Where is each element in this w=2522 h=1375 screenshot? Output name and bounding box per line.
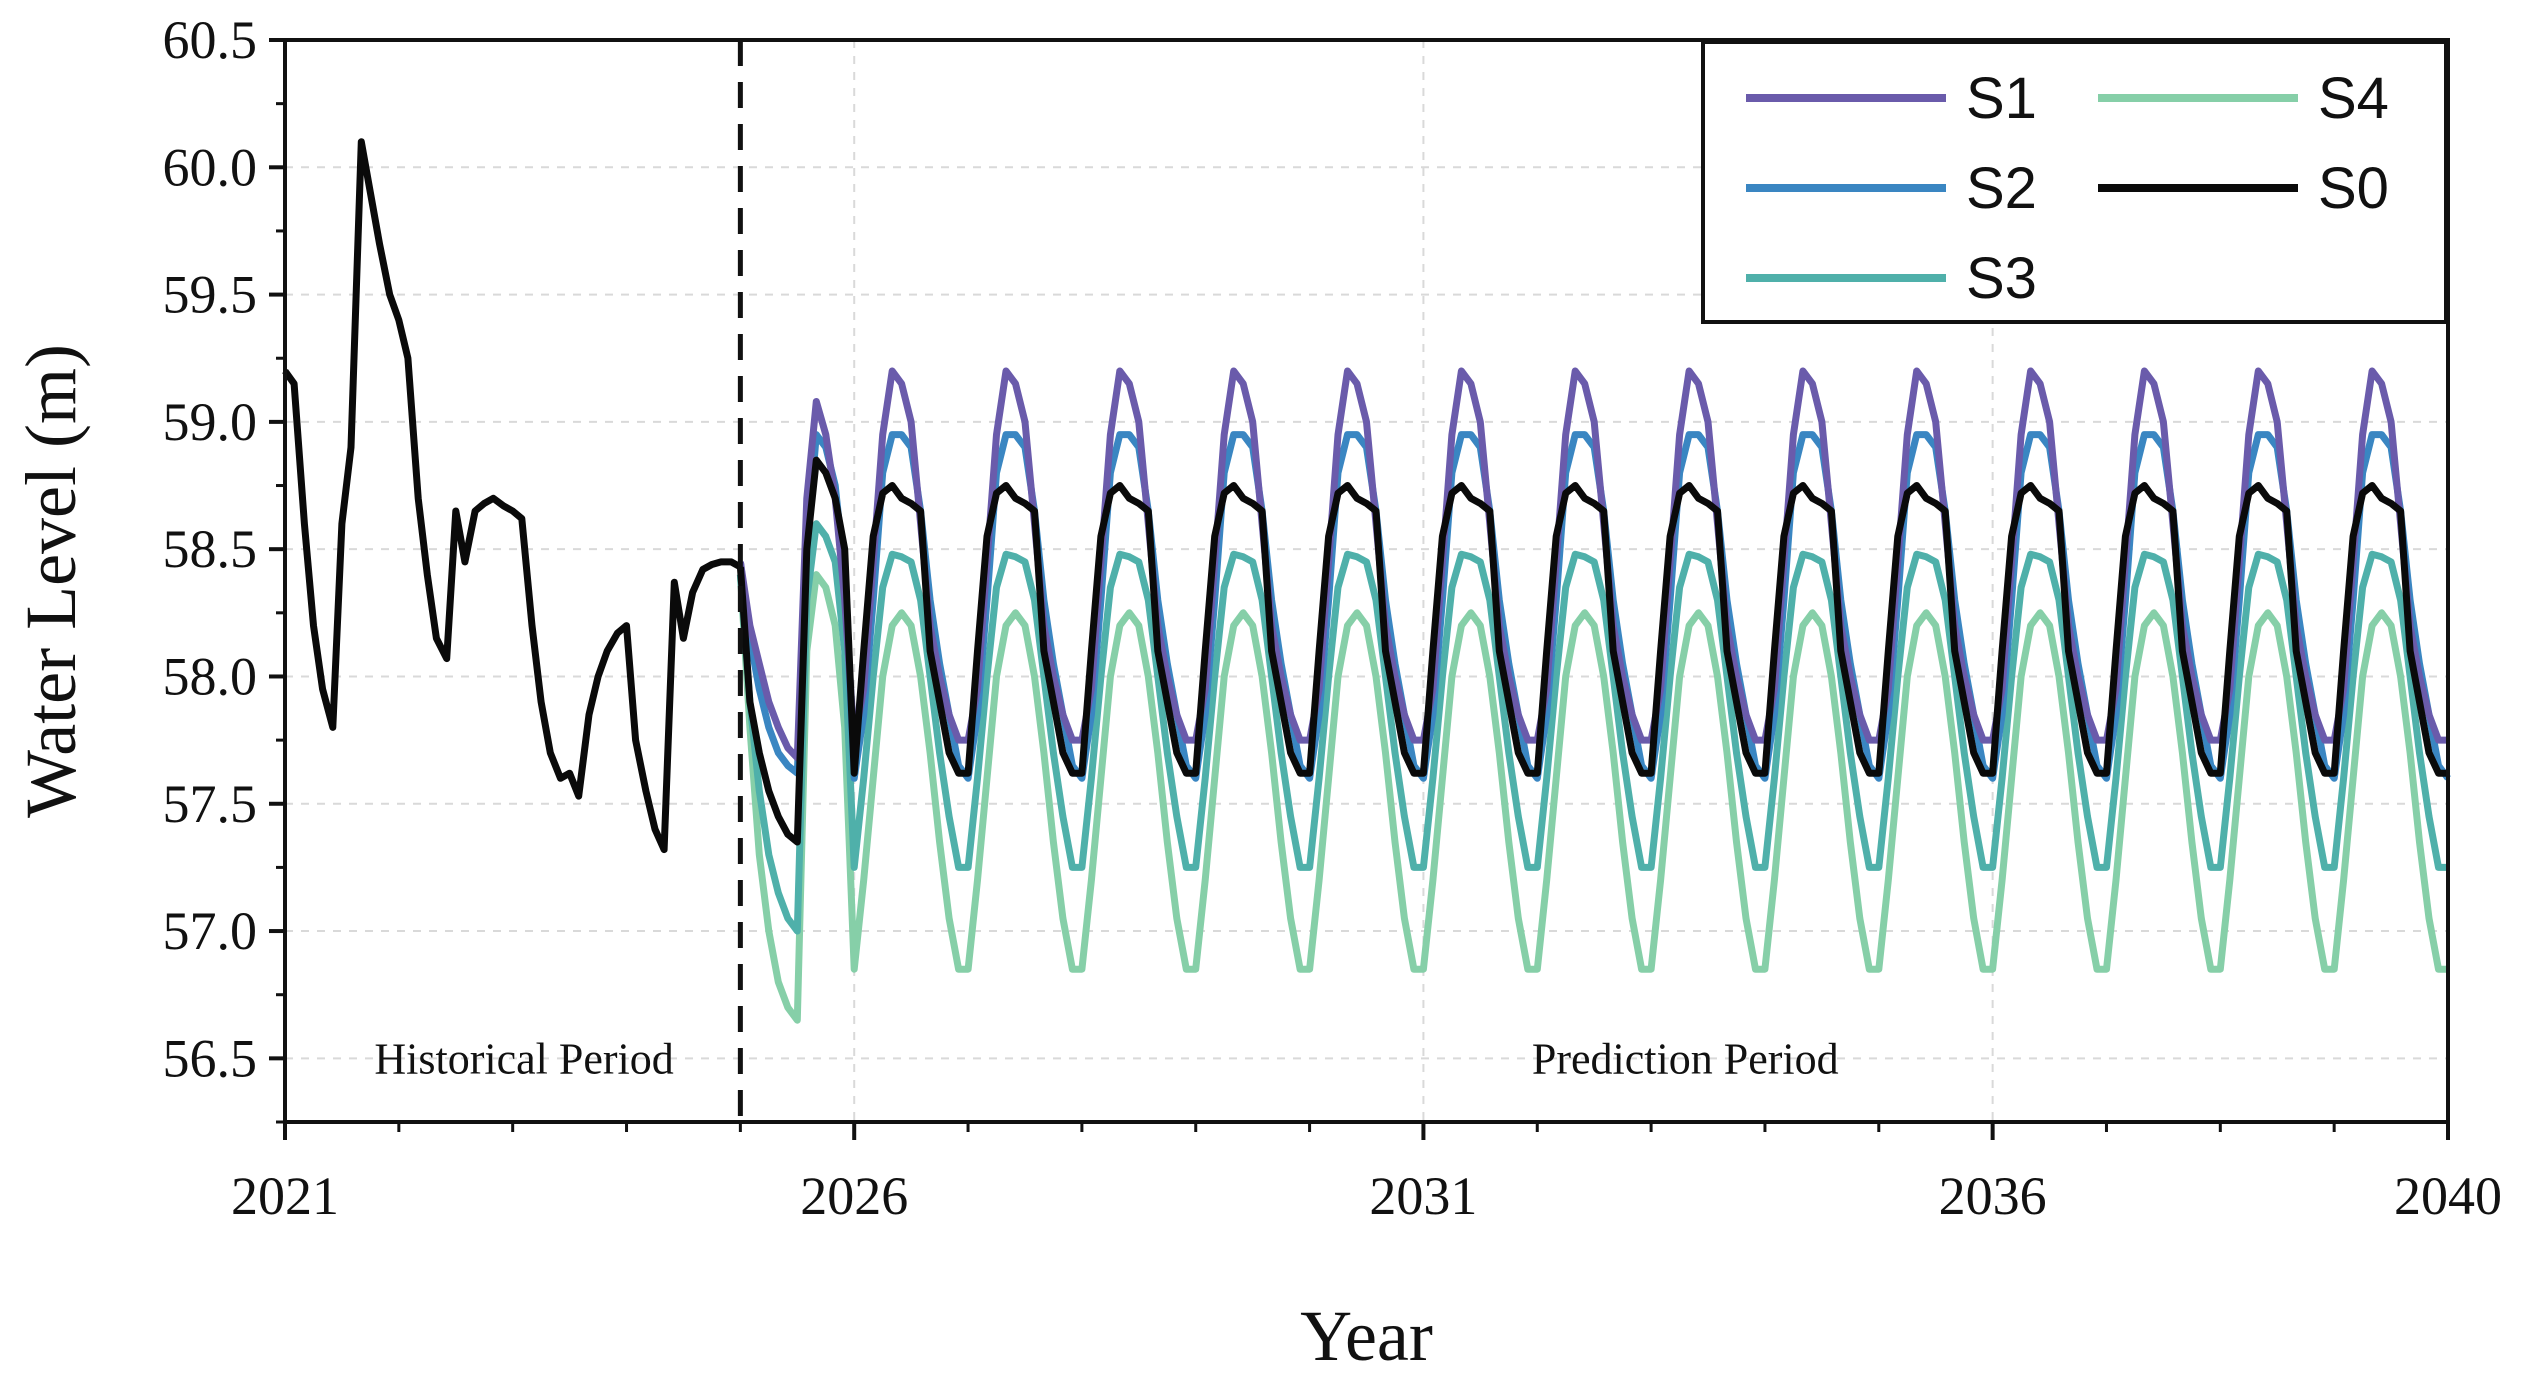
y-tick-label: 57.0 xyxy=(163,901,258,961)
plot-frame xyxy=(283,38,2450,1124)
series-line-s4 xyxy=(736,571,2448,1024)
x-tick-label: 2021 xyxy=(231,1166,339,1226)
y-axis-ticks: 56.5 57.0 57.5 58.0 58.5 59.0 59.5 60.0 60.5 xyxy=(163,10,285,1124)
y-tick-label: 58.0 xyxy=(163,646,258,706)
series-line-s0 xyxy=(736,456,2448,846)
x-tick-label: 2026 xyxy=(800,1166,908,1226)
y-axis-title: Water Level (m) xyxy=(11,344,91,818)
legend-entry-s2: S2 xyxy=(1746,156,2037,221)
x-tick-label: 2040 xyxy=(2394,1166,2502,1226)
x-axis-title: Year xyxy=(1300,1296,1433,1375)
series-layer xyxy=(282,138,2451,1024)
prediction-period-label: Prediction Period xyxy=(1532,1034,1839,1083)
legend-label-s2: S2 xyxy=(1966,156,2037,221)
historical-period-label: Historical Period xyxy=(374,1034,673,1083)
series-line-historical-s0 xyxy=(282,138,743,854)
x-tick-label: 2031 xyxy=(1369,1166,1477,1226)
legend-label-s0: S0 xyxy=(2318,156,2389,221)
series-line-s1 xyxy=(736,367,2448,762)
legend-entry-s1: S1 xyxy=(1746,66,2037,131)
y-tick-label: 57.5 xyxy=(163,774,258,834)
y-tick-label: 56.5 xyxy=(163,1028,258,1088)
y-tick-label: 58.5 xyxy=(163,519,258,579)
legend: S1 S4 S2 S0 S3 xyxy=(1701,40,2448,324)
legend-label-s3: S3 xyxy=(1966,246,2037,311)
legend-label-s4: S4 xyxy=(2318,66,2389,131)
y-tick-label: 59.0 xyxy=(163,392,258,452)
legend-entry-s3: S3 xyxy=(1746,246,2037,311)
legend-label-s1: S1 xyxy=(1966,66,2037,131)
x-tick-label: 2036 xyxy=(1939,1166,2047,1226)
y-tick-label: 59.5 xyxy=(163,265,258,325)
legend-entry-s4: S4 xyxy=(2098,66,2389,131)
series-line-s3 xyxy=(736,520,2448,935)
legend-entry-s0: S0 xyxy=(2098,156,2389,221)
y-tick-label: 60.0 xyxy=(163,137,258,197)
y-tick-label: 60.5 xyxy=(163,10,258,70)
x-axis-ticks: 2021 2026 2031 2036 2040 xyxy=(231,1122,2502,1226)
